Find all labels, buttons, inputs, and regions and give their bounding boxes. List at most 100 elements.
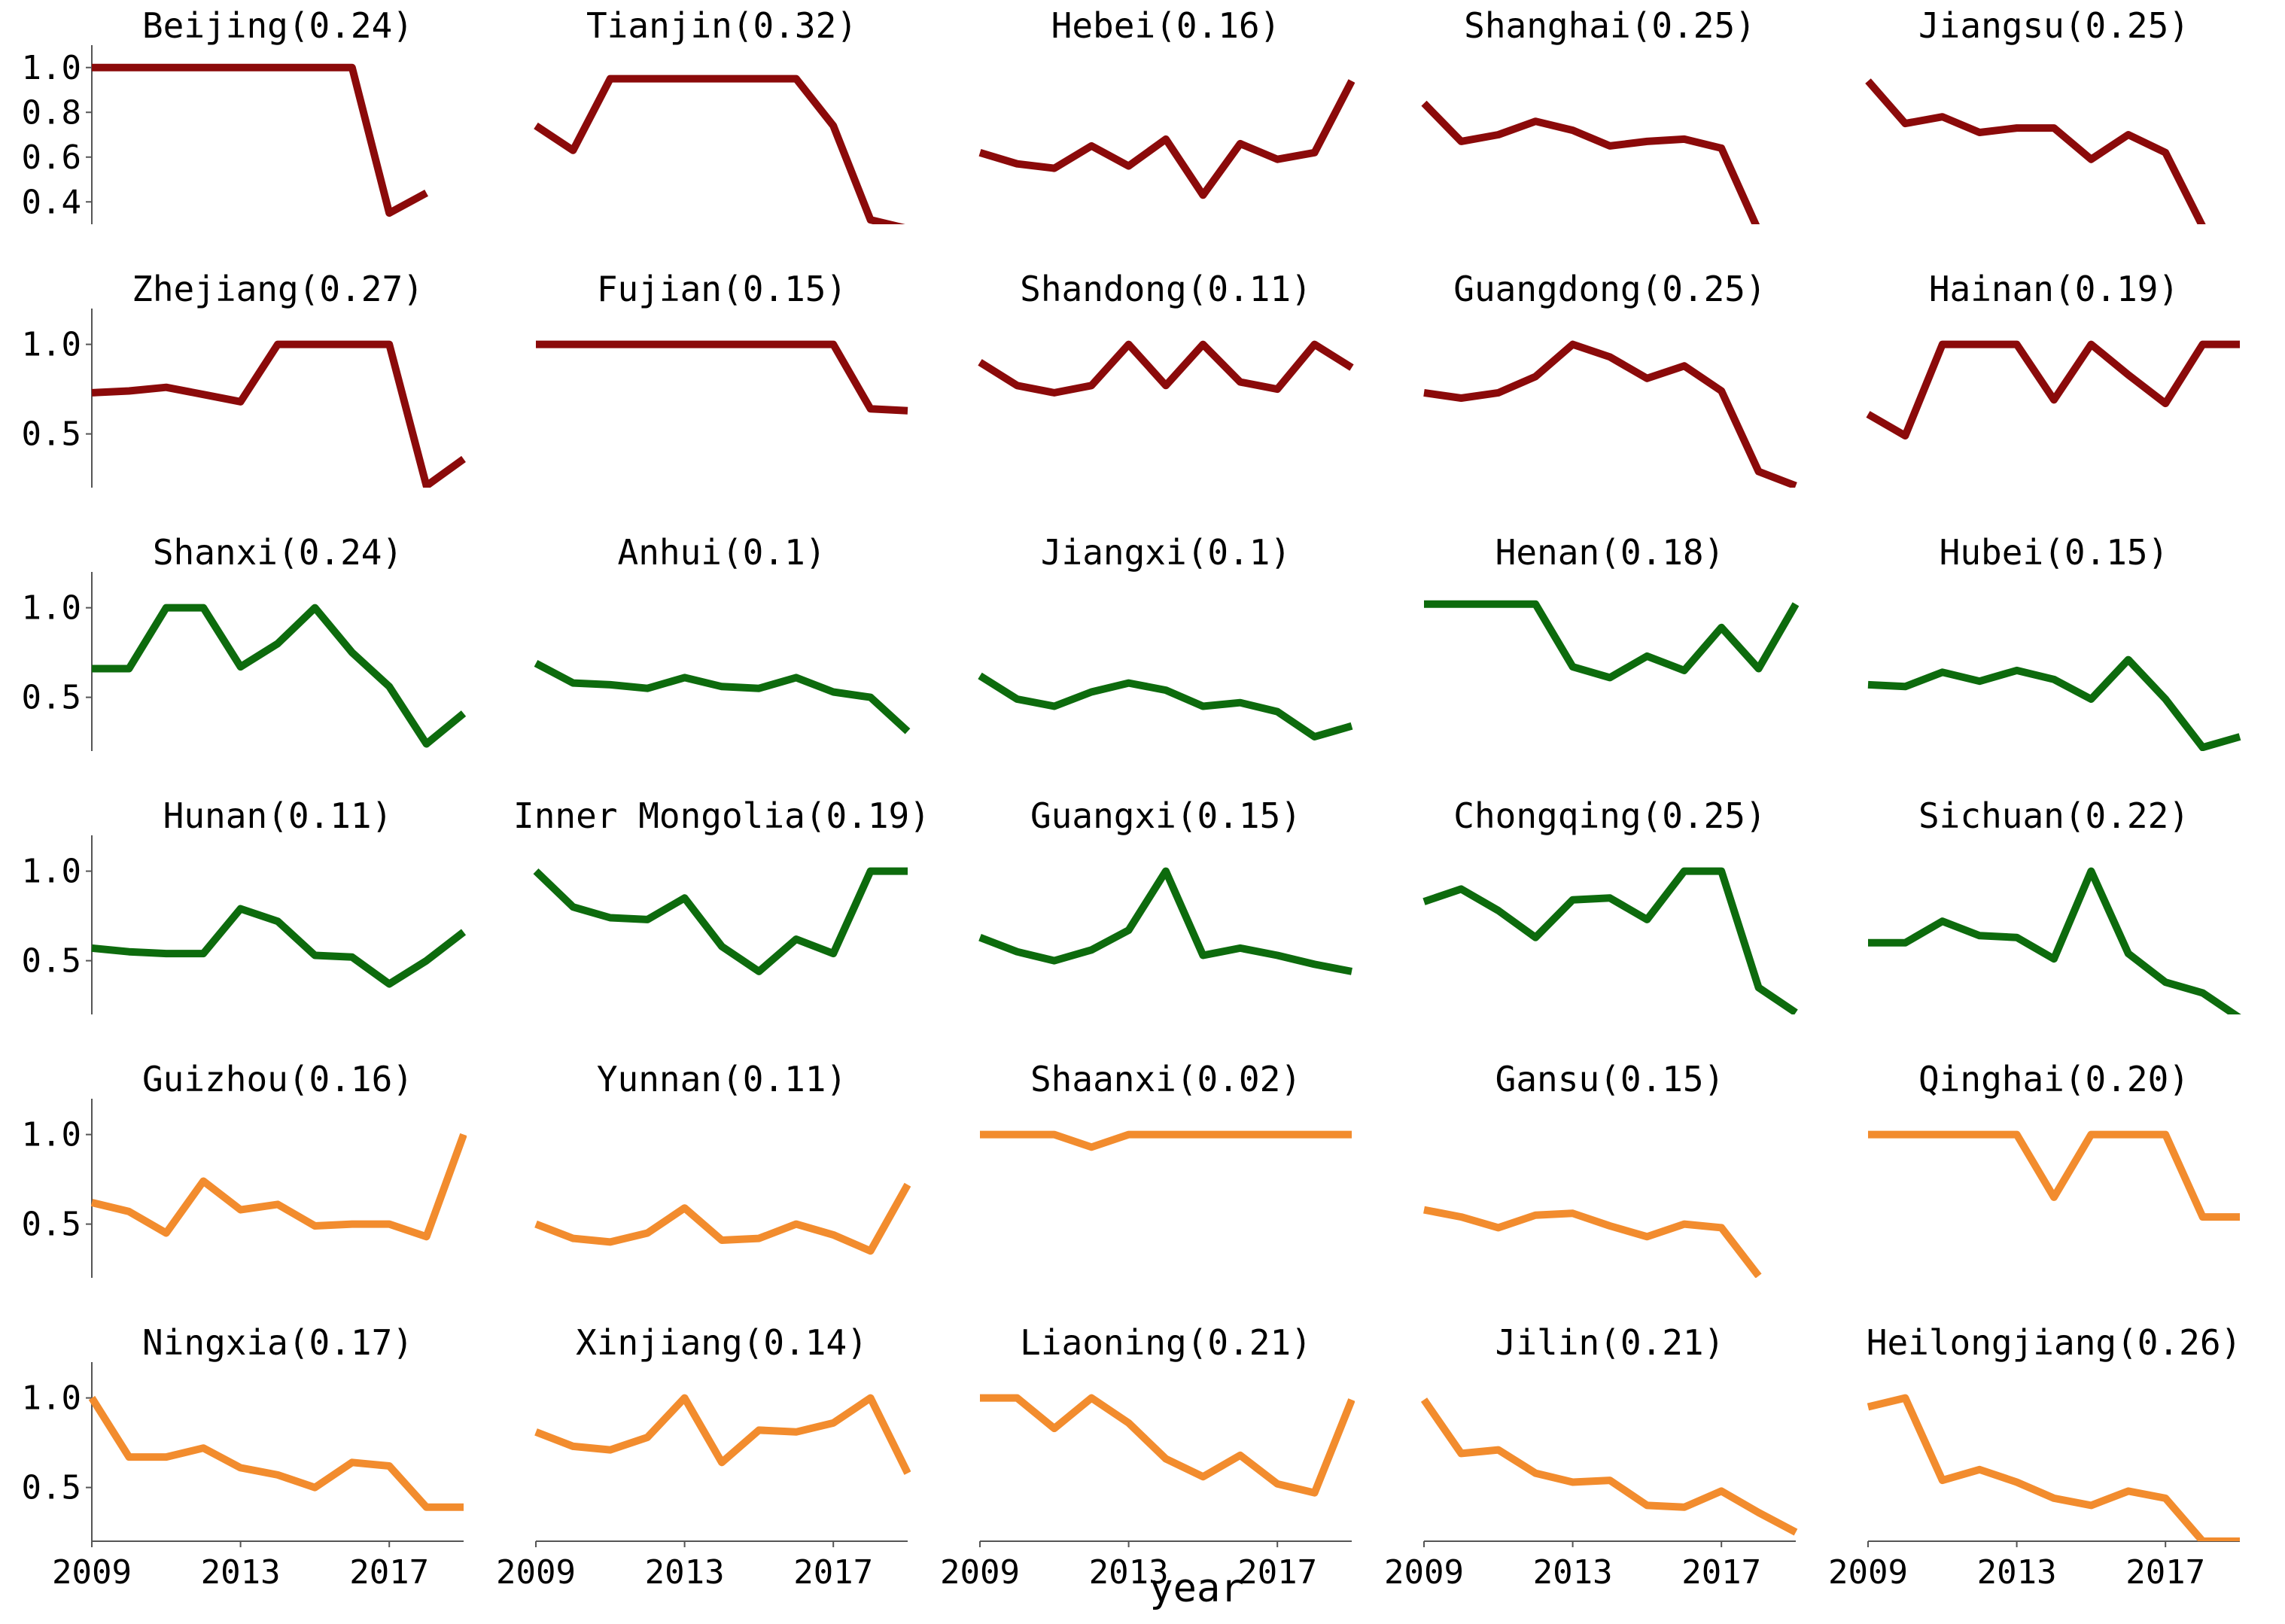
y-tick-label: 1.0 xyxy=(22,1379,81,1418)
x-tick-label: 2013 xyxy=(1533,1553,1613,1592)
panel-hunan: 0.5 1.0 Hunan(0.11) xyxy=(22,795,467,1014)
y-tick-label: 0.6 xyxy=(22,138,81,177)
series-line xyxy=(1423,1206,1762,1278)
panel-title: Guizhou(0.16) xyxy=(142,1059,413,1099)
panel-shandong: Shandong(0.11) xyxy=(978,269,1354,397)
y-tick-label: 1.0 xyxy=(22,326,81,364)
panel-qinghai: Qinghai(0.20) xyxy=(1868,1059,2240,1221)
panel-title: Guangxi(0.15) xyxy=(1030,795,1301,836)
panel-jiangxi: Jiangxi(0.1) xyxy=(978,532,1353,741)
x-tick-label: 2013 xyxy=(1089,1553,1169,1592)
x-tick-label: 2009 xyxy=(940,1553,1020,1592)
series-line xyxy=(92,63,428,217)
panel-gansu: Gansu(0.15) xyxy=(1423,1059,1762,1278)
x-tick-label: 2009 xyxy=(1384,1553,1464,1592)
panel-jiangsu: Jiangsu(0.25) xyxy=(1865,5,2206,224)
panel-title: Qinghai(0.20) xyxy=(1918,1059,2189,1099)
panel-title: Shandong(0.11) xyxy=(1020,269,1312,309)
series-line xyxy=(534,1182,911,1255)
panel-title: Tianjin(0.32) xyxy=(586,5,857,46)
panel-inner-mongolia: Inner Mongolia(0.19) xyxy=(513,795,930,975)
series-line xyxy=(980,1394,1355,1497)
panel-zhejiang: 0.5 1.0 Zhejiang(0.27) xyxy=(22,269,466,488)
y-tick-label: 0.4 xyxy=(22,183,81,221)
panel-title: Gansu(0.15) xyxy=(1495,1059,1725,1099)
x-tick-label: 2013 xyxy=(1977,1553,2057,1592)
series-line xyxy=(1423,340,1797,488)
x-axis-label: year xyxy=(1149,1566,1243,1611)
series-line xyxy=(1867,1394,2240,1541)
panel-title: Ningxia(0.17) xyxy=(142,1322,413,1363)
panel-title: Shanxi(0.24) xyxy=(153,532,403,573)
y-tick-label: 1.0 xyxy=(22,1116,81,1154)
panel-hainan: Hainan(0.19) xyxy=(1866,269,2240,439)
series-line xyxy=(89,1395,464,1511)
panel-title: Zhejiang(0.27) xyxy=(132,269,424,309)
panel-guangdong: Guangdong(0.25) xyxy=(1423,269,1797,488)
panel-fujian: Fujian(0.15) xyxy=(536,269,908,415)
panel-hebei: Hebei(0.16) xyxy=(978,5,1355,199)
panel-title: Guangdong(0.25) xyxy=(1453,269,1766,309)
series-line xyxy=(978,340,1354,397)
panel-hubei: Hubei(0.15) xyxy=(1867,532,2241,751)
panel-title: Jilin(0.21) xyxy=(1495,1322,1725,1363)
panel-title: Hunan(0.11) xyxy=(163,795,393,836)
panel-yunnan: Yunnan(0.11) xyxy=(534,1059,911,1255)
x-tick-label: 2013 xyxy=(645,1553,725,1592)
panel-shanghai: Shanghai(0.25) xyxy=(1421,5,1760,224)
series-line xyxy=(1866,340,2240,439)
panel-title: Anhui(0.1) xyxy=(618,532,826,573)
panel-ningxia: 0.5 1.0 2009 2013 2017 Ningxia(0.17) xyxy=(22,1322,464,1592)
series-line xyxy=(978,79,1355,199)
y-tick-label: 0.5 xyxy=(22,415,81,454)
series-line xyxy=(1868,1130,2240,1221)
panel-title: Xinjiang(0.14) xyxy=(576,1322,868,1363)
series-line xyxy=(1421,1397,1798,1536)
y-tick-label: 0.5 xyxy=(22,942,81,981)
series-line xyxy=(1422,867,1798,1014)
panel-title: Sichuan(0.22) xyxy=(1918,795,2189,836)
series-line xyxy=(533,867,908,975)
x-tick-label: 2017 xyxy=(793,1553,873,1592)
series-line xyxy=(1868,867,2241,1014)
y-tick-label: 0.5 xyxy=(22,1469,81,1507)
x-tick-label: 2017 xyxy=(1237,1553,1317,1592)
x-tick-label: 2017 xyxy=(2125,1553,2205,1592)
panel-chongqing: Chongqing(0.25) xyxy=(1422,795,1798,1014)
series-line xyxy=(534,1394,911,1475)
panel-xinjiang: 2009 2013 2017 Xinjiang(0.14) xyxy=(496,1322,911,1592)
series-line xyxy=(534,75,905,224)
panel-title: Heilongjiang(0.26) xyxy=(1867,1322,2242,1363)
series-line xyxy=(534,659,911,734)
panel-title: Yunnan(0.11) xyxy=(597,1059,847,1099)
series-line xyxy=(1424,600,1799,682)
panel-anhui: Anhui(0.1) xyxy=(534,532,911,734)
panel-tianjin: Tianjin(0.32) xyxy=(534,5,905,224)
series-line xyxy=(91,340,466,488)
panel-beijing: 0.4 0.6 0.8 1.0 Beijing(0.24) xyxy=(22,5,428,224)
panel-title: Henan(0.18) xyxy=(1495,532,1725,573)
panel-title: Jiangsu(0.25) xyxy=(1918,5,2189,46)
panel-title: Fujian(0.15) xyxy=(597,269,847,309)
y-tick-label: 1.0 xyxy=(22,49,81,87)
series-line xyxy=(92,604,467,748)
panel-guangxi: Guangxi(0.15) xyxy=(978,795,1352,975)
panel-shaanxi: Shaanxi(0.02) xyxy=(980,1059,1352,1151)
panel-title: Jiangxi(0.1) xyxy=(1041,532,1291,573)
series-line xyxy=(1867,655,2241,751)
series-line xyxy=(978,672,1353,741)
y-tick-label: 1.0 xyxy=(22,853,81,891)
panel-jilin: 2009 2013 2017 Jilin(0.21) xyxy=(1384,1322,1798,1592)
series-line xyxy=(536,340,908,415)
y-tick-label: 0.8 xyxy=(22,93,81,132)
panel-title: Beijing(0.24) xyxy=(142,5,413,46)
x-tick-label: 2009 xyxy=(1828,1553,1908,1592)
series-line xyxy=(978,867,1352,975)
panel-liaoning: 2009 2013 2017 Liaoning(0.21) xyxy=(940,1322,1355,1592)
series-line xyxy=(91,905,467,988)
series-line xyxy=(90,1133,467,1241)
x-tick-label: 2017 xyxy=(1681,1553,1761,1592)
panel-title: Liaoning(0.21) xyxy=(1020,1322,1312,1363)
panel-title: Shanghai(0.25) xyxy=(1464,5,1756,46)
